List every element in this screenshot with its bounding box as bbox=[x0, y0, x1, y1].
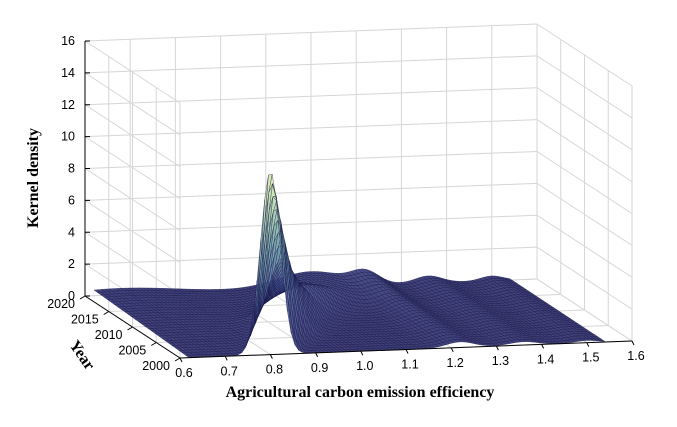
year-tick-label: 2020 bbox=[47, 297, 75, 311]
year-tick-label: 2010 bbox=[95, 328, 123, 342]
x-tick-mark bbox=[405, 349, 409, 354]
grid-line bbox=[536, 151, 633, 214]
year-tick-mark bbox=[103, 311, 110, 315]
z-tick-label: 16 bbox=[61, 34, 75, 48]
grid-line bbox=[84, 214, 538, 233]
year-tick-label: 2005 bbox=[118, 344, 146, 358]
z-tick-label: 6 bbox=[68, 193, 75, 207]
surface-patch bbox=[596, 338, 606, 342]
grid-line bbox=[84, 231, 181, 295]
x-tick-mark bbox=[631, 340, 635, 346]
grid-line bbox=[536, 55, 633, 119]
grid-line bbox=[84, 136, 181, 200]
z-axis-label: Kernel density bbox=[25, 128, 42, 228]
axis-layer bbox=[79, 40, 635, 363]
x-tick-label: 0.9 bbox=[311, 361, 328, 375]
grid-line bbox=[84, 40, 181, 104]
z-tick-label: 0 bbox=[68, 289, 75, 303]
grid-line bbox=[84, 72, 181, 136]
x-tick-mark bbox=[224, 356, 228, 361]
grid-line bbox=[84, 151, 538, 169]
grid-line bbox=[84, 182, 538, 201]
z-tick-label: 14 bbox=[61, 66, 75, 80]
grid-line bbox=[84, 55, 538, 74]
x-tick-label: 1.2 bbox=[447, 356, 464, 370]
x-tick-mark bbox=[269, 354, 273, 359]
grid-line bbox=[536, 87, 633, 151]
grid-line bbox=[536, 246, 633, 310]
x-tick-mark bbox=[541, 344, 545, 349]
z-tick-label: 4 bbox=[68, 225, 75, 239]
z-tick-label: 8 bbox=[68, 162, 75, 176]
z-tick-label: 10 bbox=[61, 130, 75, 144]
x-axis-label: Agricultural carbon emission efficiency bbox=[226, 384, 495, 401]
grid-line bbox=[84, 168, 181, 231]
year-tick-label: 2000 bbox=[142, 359, 170, 373]
x-tick-mark bbox=[360, 350, 364, 356]
year-tick-label: 2015 bbox=[71, 313, 99, 327]
x-tick-mark bbox=[586, 342, 590, 347]
x-tick-mark bbox=[315, 352, 319, 358]
grid-line bbox=[536, 23, 633, 87]
x-tick-mark bbox=[450, 347, 454, 353]
x-tick-mark bbox=[495, 345, 499, 351]
grid-line bbox=[84, 119, 538, 138]
grid-line bbox=[84, 246, 538, 265]
grid-line bbox=[536, 214, 633, 278]
x-tick-label: 1.0 bbox=[356, 359, 373, 373]
year-tick-mark bbox=[174, 357, 181, 362]
x-tick-label: 1.1 bbox=[401, 358, 418, 372]
x-tick-label: 1.6 bbox=[627, 349, 644, 363]
x-tick-label: 0.7 bbox=[221, 364, 238, 378]
x-tick-label: 1.3 bbox=[492, 354, 509, 368]
x-tick-label: 0.6 bbox=[175, 366, 192, 380]
grid-line bbox=[84, 87, 538, 106]
year-tick-mark bbox=[127, 326, 133, 331]
x-tick-mark bbox=[179, 357, 183, 363]
grid-line bbox=[84, 23, 538, 42]
x-tick-label: 0.8 bbox=[266, 363, 283, 377]
year-tick-mark bbox=[150, 342, 157, 346]
z-tick-label: 12 bbox=[61, 98, 75, 112]
tick-labels: 0 2 4 6 8 10 12 14 16 0.6 0.7 0.8 0.9 1.0 1.1 1.2 1.3 1.4… bbox=[47, 34, 645, 380]
x-tick-label: 1.5 bbox=[582, 351, 599, 365]
z-tick-label: 2 bbox=[68, 257, 75, 271]
surface-layer bbox=[93, 173, 606, 358]
year-axis-label: Year bbox=[66, 337, 98, 373]
grid-line bbox=[536, 182, 633, 246]
grid-line bbox=[536, 119, 633, 183]
year-tick-mark bbox=[79, 295, 86, 300]
grid-line bbox=[84, 199, 181, 263]
x-tick-label: 1.4 bbox=[537, 352, 554, 366]
grid-line bbox=[84, 104, 181, 168]
